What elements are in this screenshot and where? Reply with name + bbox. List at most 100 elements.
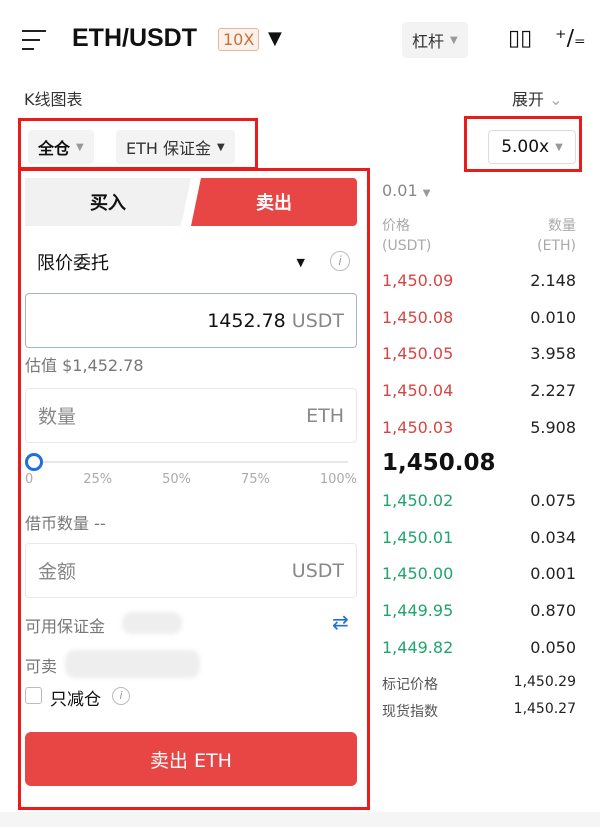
qty-header: 数量 (ETH): [520, 216, 576, 256]
order-qty: 0.050: [530, 637, 576, 657]
price-header-unit: (USDT): [382, 238, 432, 254]
bid-row[interactable]: 1,450.01 0.034: [382, 528, 576, 547]
slider-marks: 0 25% 50% 75% 100%: [25, 472, 357, 487]
order-price: 1,450.01: [382, 527, 454, 547]
slider-mark[interactable]: 100%: [319, 472, 357, 487]
mode-select[interactable]: 杠杆 ▼: [402, 22, 468, 58]
order-qty: 0.034: [530, 527, 576, 547]
price-header-label: 价格: [382, 218, 410, 234]
bid-row[interactable]: 1,450.00 0.001: [382, 564, 576, 583]
slider-mark[interactable]: 25%: [83, 472, 113, 487]
price-value: 1452.78: [207, 309, 286, 332]
leverage-label: 5.00x: [501, 137, 550, 157]
pair-dropdown-icon[interactable]: ▼: [268, 28, 282, 49]
pair-title[interactable]: ETH/USDT: [72, 24, 197, 52]
transfer-icon[interactable]: ⇄: [332, 610, 349, 634]
chevron-down-icon: ▼: [422, 188, 431, 199]
leverage-select[interactable]: 5.00x ▼: [488, 130, 576, 164]
chevron-down-icon: ▼: [555, 141, 563, 153]
order-type-select[interactable]: 限价委托 ▼: [25, 240, 317, 284]
tab-sell[interactable]: 卖出: [191, 178, 357, 226]
mark-price-value: 1,450.29: [513, 674, 576, 690]
mode-label: 杠杆: [412, 32, 445, 51]
order-qty: 0.010: [530, 307, 576, 327]
order-price: 1,449.95: [382, 601, 454, 621]
order-price: 1,450.02: [382, 491, 454, 510]
mark-price-label: 标记价格: [382, 677, 438, 693]
ask-row[interactable]: 1,450.05 3.958: [382, 344, 576, 363]
ask-row[interactable]: 1,450.04 2.227: [382, 381, 576, 400]
slider-mark[interactable]: 50%: [162, 472, 191, 487]
precision-label: 0.01: [382, 181, 418, 200]
bottom-divider: [0, 812, 600, 827]
reduce-only-label[interactable]: 只减仓: [50, 690, 101, 710]
ask-row[interactable]: 1,450.08 0.010: [382, 308, 576, 327]
qty-header-unit: (ETH): [537, 238, 576, 254]
chevron-down-icon: ▼: [450, 34, 458, 46]
sell-submit-button[interactable]: 卖出 ETH: [25, 732, 357, 786]
info-icon[interactable]: i: [330, 251, 350, 271]
order-type-label: 限价委托: [37, 253, 109, 274]
order-price: 1,450.00: [382, 564, 454, 584]
margin-coin-select[interactable]: ETH 保证金 ▼: [116, 130, 235, 164]
price-input[interactable]: 1452.78 USDT: [25, 293, 357, 348]
ask-row[interactable]: 1,450.03 5.908: [382, 418, 576, 437]
quantity-input[interactable]: 数量 ETH: [25, 388, 357, 443]
index-price-row: 现货指数 1,450.27: [382, 701, 576, 721]
ask-row[interactable]: 1,450.09 2.148: [382, 271, 576, 290]
price-header: 价格 (USDT): [382, 216, 431, 256]
expand-button[interactable]: 展开 ⌄: [512, 86, 563, 110]
precision-select[interactable]: 0.01 ▼: [382, 181, 430, 200]
quantity-unit: ETH: [306, 404, 344, 427]
chevron-down-icon: ▼: [76, 141, 84, 153]
chevron-down-icon: ▼: [217, 141, 225, 153]
amount-input[interactable]: 金额 USDT: [25, 543, 357, 598]
can-sell-redacted: [65, 650, 200, 678]
order-qty: 2.227: [530, 381, 576, 401]
chevron-down-icon: ▼: [296, 255, 305, 269]
price-unit: USDT: [291, 309, 344, 332]
order-form-highlight: [18, 168, 370, 810]
slider-handle[interactable]: [25, 453, 43, 471]
slider-mark[interactable]: 75%: [240, 472, 270, 487]
menu-icon[interactable]: [22, 30, 46, 50]
order-qty: 5.908: [530, 417, 576, 437]
order-price: 1,450.09: [382, 271, 454, 290]
candlestick-icon[interactable]: ▯▯: [508, 26, 533, 51]
order-qty: 0.870: [530, 601, 576, 621]
info-icon[interactable]: i: [112, 687, 130, 705]
slider-mark[interactable]: 0: [25, 472, 34, 487]
calculator-icon[interactable]: ⁺∕₌: [555, 26, 586, 51]
chevron-down-icon: ⌄: [549, 90, 563, 109]
order-price: 1,450.08: [382, 307, 454, 327]
borrow-amount: 借币数量 --: [25, 514, 106, 533]
expand-label: 展开: [512, 90, 545, 109]
order-qty: 2.148: [530, 271, 576, 290]
order-qty: 0.001: [530, 564, 576, 584]
amount-unit: USDT: [291, 559, 344, 582]
tab-buy[interactable]: 买入: [25, 178, 191, 226]
order-price: 1,450.04: [382, 381, 454, 401]
order-price: 1,450.05: [382, 344, 454, 364]
quantity-slider[interactable]: [33, 461, 348, 463]
bid-row[interactable]: 1,449.95 0.870: [382, 601, 576, 620]
order-qty: 0.075: [530, 491, 576, 510]
leverage-badge: 10X: [218, 28, 260, 51]
bid-row[interactable]: 1,450.02 0.075: [382, 491, 576, 510]
quantity-placeholder: 数量: [38, 406, 77, 428]
available-margin-label: 可用保证金: [25, 617, 106, 636]
reduce-only-checkbox[interactable]: [25, 687, 42, 704]
margin-coin-label: ETH 保证金: [126, 139, 212, 158]
can-sell-label: 可卖: [25, 657, 58, 676]
chart-label: K线图表: [24, 90, 83, 109]
last-price: 1,450.08: [382, 450, 496, 476]
order-price: 1,450.03: [382, 417, 454, 437]
amount-placeholder: 金额: [38, 561, 77, 583]
index-price-value: 1,450.27: [513, 701, 576, 717]
price-estimate: 估值 $1,452.78: [25, 356, 144, 375]
available-margin-redacted: [122, 612, 182, 634]
margin-mode-select[interactable]: 全仓 ▼: [28, 130, 94, 164]
leverage-highlight: [464, 116, 582, 172]
mark-price-row: 标记价格 1,450.29: [382, 674, 576, 694]
bid-row[interactable]: 1,449.82 0.050: [382, 638, 576, 657]
